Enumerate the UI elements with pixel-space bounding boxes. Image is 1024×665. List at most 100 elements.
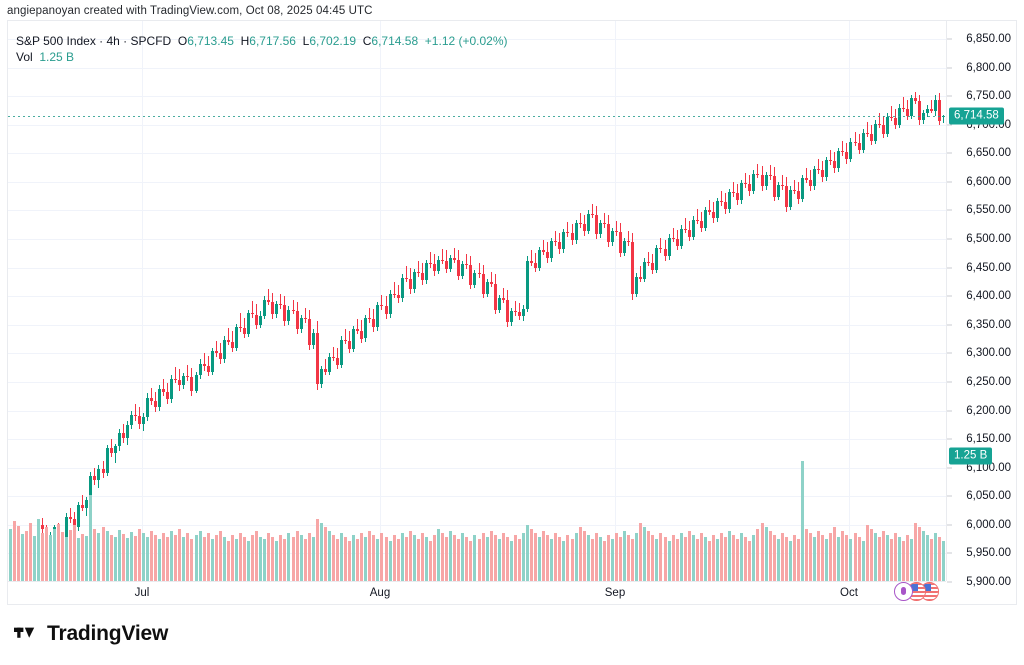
price-tick-label: 6,150.00 (966, 433, 1011, 446)
legend-open-value: 6,713.45 (187, 34, 234, 48)
candle-body (538, 250, 542, 268)
grid-line-horizontal (8, 153, 946, 155)
candle-body (331, 356, 335, 358)
candle-body (295, 311, 299, 330)
price-scale[interactable]: 6,850.006,800.006,750.006,700.006,650.00… (946, 21, 1016, 588)
volume-bar (489, 531, 493, 581)
candle-body (885, 116, 889, 134)
price-tick-label: 6,250.00 (966, 375, 1011, 388)
volume-bar (748, 541, 752, 581)
candle-body (938, 99, 942, 122)
candle-wick (931, 99, 933, 114)
candle-body (158, 388, 162, 408)
candle-body (113, 445, 117, 453)
volume-bar (833, 527, 837, 581)
candle-body (445, 260, 449, 269)
candle-body (619, 232, 623, 253)
candle-body (234, 327, 238, 348)
candle-body (251, 313, 255, 315)
candle-body (877, 123, 881, 125)
candle-body (400, 277, 404, 299)
last-volume-badge: 1.25 B (949, 447, 993, 465)
candle-body (768, 175, 772, 177)
candle-body (930, 108, 934, 111)
volume-bar (712, 535, 716, 581)
price-tick-dash (947, 581, 952, 583)
grid-line-vertical (142, 21, 143, 581)
tradingview-wordmark: TradingView (47, 622, 169, 645)
candle-wick (252, 300, 254, 318)
volume-bar (247, 541, 251, 581)
volume-bar (881, 531, 885, 581)
volume-bar (376, 539, 380, 581)
candle-body (841, 151, 845, 153)
time-scale[interactable]: Jul Aug Sep Oct (8, 581, 946, 605)
grid-line-vertical (849, 21, 850, 581)
candle-wick (660, 237, 662, 253)
grid-line-horizontal (8, 496, 946, 498)
volume-bar (760, 523, 764, 581)
price-tick-label: 6,600.00 (966, 175, 1011, 188)
candle-body (129, 415, 133, 425)
price-tick-label: 6,400.00 (966, 290, 1011, 303)
candle-body (643, 261, 647, 280)
candle-body (380, 305, 384, 307)
candle-wick (733, 181, 735, 197)
candle-body (198, 363, 202, 376)
volume-bar (287, 533, 291, 581)
volume-bar (400, 533, 404, 581)
volume-bar (910, 539, 914, 581)
grid-line-horizontal (8, 381, 946, 383)
volume-bar (792, 535, 796, 581)
speech-event-marker[interactable] (894, 582, 913, 601)
candle-body (906, 108, 910, 116)
candle-body (275, 304, 279, 315)
volume-bar (97, 533, 101, 581)
candle-wick (304, 307, 306, 323)
candle-body (226, 339, 230, 342)
volume-bar (457, 539, 461, 581)
candle-wick (163, 378, 165, 396)
candle-wick (806, 168, 807, 184)
volume-bar (360, 533, 364, 581)
candle-body (307, 319, 311, 346)
volume-bar (243, 537, 247, 581)
candle-wick (878, 113, 880, 129)
volume-bar (898, 537, 901, 581)
candle-wick (708, 200, 710, 216)
candle-body (194, 375, 198, 391)
chart-plot-area[interactable] (8, 21, 946, 581)
candle-body (101, 468, 105, 474)
volume-bar (800, 461, 804, 581)
volume-bar (813, 537, 817, 581)
candle-body (424, 263, 428, 281)
grid-line-horizontal (8, 67, 946, 69)
volume-bar (598, 537, 602, 581)
volume-bar (424, 537, 428, 581)
candle-body (469, 265, 473, 285)
volume-bar (707, 541, 711, 581)
candle-body (121, 433, 125, 438)
price-tick-label: 6,300.00 (966, 347, 1011, 360)
candle-body (833, 161, 837, 169)
volume-bar (101, 527, 105, 581)
candle-body (602, 223, 606, 225)
candle-body (356, 329, 360, 331)
volume-bar (404, 537, 408, 581)
volume-bar (85, 536, 89, 581)
legend-open-key: O (177, 34, 188, 48)
candle-body (271, 301, 275, 315)
candle-wick (842, 140, 844, 156)
candle-wick (769, 164, 771, 180)
grid-line-horizontal (8, 96, 946, 98)
candle-wick (215, 340, 217, 357)
candle-body (760, 175, 764, 187)
candle-body (598, 223, 602, 235)
candle-body (299, 317, 303, 330)
volume-bar (210, 539, 214, 581)
volume-bar (655, 539, 659, 581)
candle-body (813, 169, 817, 187)
candle-wick (227, 328, 229, 346)
candle-body (825, 160, 829, 178)
candle-wick (518, 303, 520, 321)
